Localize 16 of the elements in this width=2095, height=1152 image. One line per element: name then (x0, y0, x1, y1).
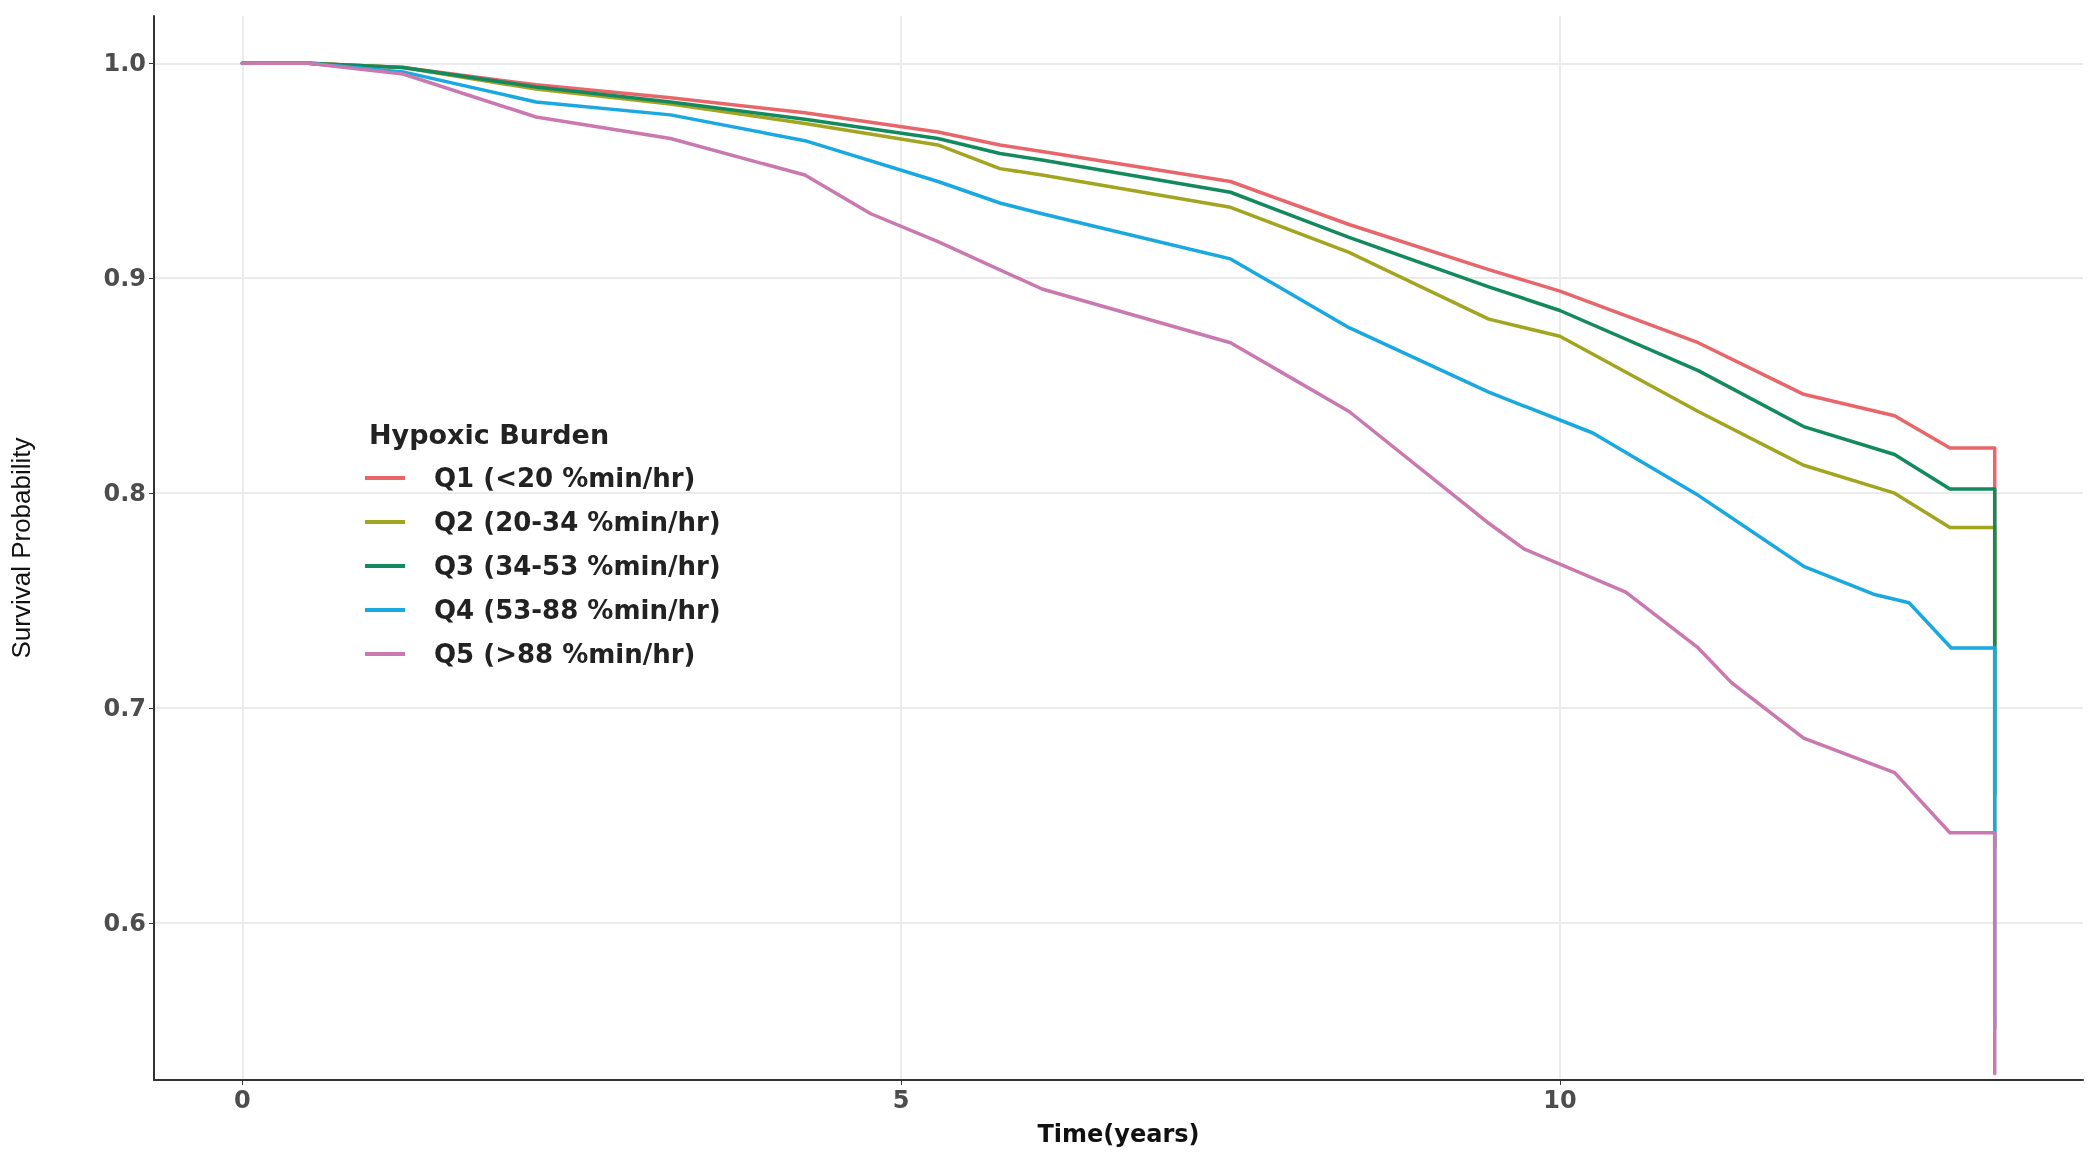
legend-label: Q2 (20-34 %min/hr) (434, 507, 721, 537)
x-tick-label: 10 (1543, 1086, 1577, 1114)
legend-title: Hypoxic Burden (369, 419, 610, 450)
x-tick-label: 5 (892, 1086, 910, 1114)
y-tick-label: 0.9 (103, 264, 146, 293)
legend-label: Q4 (53-88 %min/hr) (434, 595, 721, 625)
legend-label: Q3 (34-53 %min/hr) (434, 551, 721, 581)
x-tick-label: 0 (233, 1086, 251, 1114)
x-axis-title: Time(years) (1037, 1120, 1200, 1148)
y-tick-label: 0.7 (103, 694, 146, 723)
y-tick-label: 0.8 (103, 479, 146, 508)
legend-label: Q5 (>88 %min/hr) (434, 639, 696, 669)
y-tick-label: 0.6 (103, 909, 146, 938)
legend-label: Q1 (<20 %min/hr) (434, 463, 696, 493)
y-axis-title: Survival Probability (6, 437, 36, 659)
y-tick-label: 1.0 (103, 49, 146, 78)
